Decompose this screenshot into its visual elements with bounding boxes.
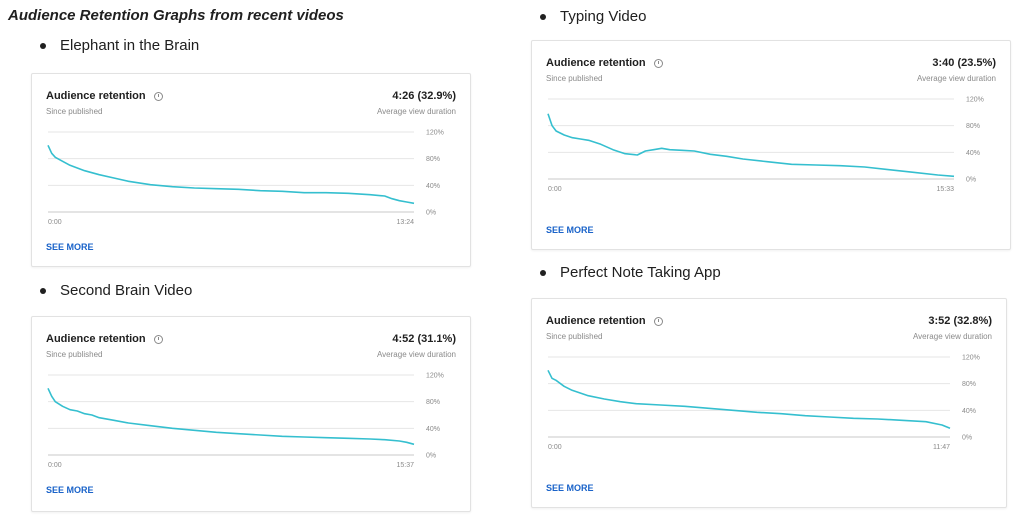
card-title-text: Audience retention — [46, 333, 146, 345]
x-tick-label-end: 13:24 — [396, 219, 414, 226]
y-tick-label: 40% — [962, 408, 976, 415]
page-heading: Audience Retention Graphs from recent vi… — [8, 7, 344, 24]
y-tick-label: 40% — [426, 183, 440, 190]
info-icon[interactable] — [153, 334, 163, 344]
card-title-text: Audience retention — [546, 315, 646, 327]
retention-chart: 120% 80% 40% 0% 0:00 15:37 — [47, 373, 444, 469]
video-heading-2: Typing Video — [540, 8, 646, 25]
x-tick-label-start: 0:00 — [48, 219, 62, 226]
bullet-dot-icon — [40, 42, 46, 49]
retention-card-2: Audience retention Since published 3:40 … — [531, 40, 1011, 250]
card-subtitle: Since published — [46, 350, 103, 359]
card-subtitle: Since published — [46, 107, 103, 116]
card-subtitle: Since published — [546, 332, 603, 341]
average-view-duration-value: 3:52 (32.8%) — [928, 315, 992, 327]
info-icon[interactable] — [653, 58, 663, 68]
card-title-text: Audience retention — [46, 90, 146, 102]
y-tick-label: 0% — [426, 453, 436, 460]
video-heading-3: Perfect Note Taking App — [540, 264, 721, 281]
retention-card-1: Audience retention Since published 4:52 … — [31, 316, 471, 512]
y-tick-label: 80% — [426, 156, 440, 163]
average-view-duration-label: Average view duration — [916, 74, 996, 83]
see-more-link[interactable]: SEE MORE — [46, 242, 94, 252]
x-tick-label-end: 11:47 — [933, 444, 950, 451]
x-tick-label-start: 0:00 — [548, 444, 562, 451]
video-title: Second Brain Video — [60, 282, 193, 299]
retention-chart: 120% 80% 40% 0% 0:00 13:24 — [47, 130, 444, 226]
average-view-duration-value: 3:40 (23.5%) — [932, 57, 996, 69]
see-more-link[interactable]: SEE MORE — [546, 225, 594, 235]
y-tick-label: 0% — [962, 435, 972, 442]
x-tick-label-start: 0:00 — [548, 186, 562, 193]
average-view-duration-label: Average view duration — [376, 350, 456, 359]
y-tick-label: 120% — [962, 355, 980, 362]
bullet-dot-icon — [540, 269, 546, 276]
retention-chart: 120% 80% 40% 0% 0:00 15:33 — [547, 97, 984, 193]
x-tick-label-end: 15:37 — [396, 462, 414, 469]
retention-card-0: Audience retention Since published 4:26 … — [31, 73, 471, 267]
video-heading-0: Elephant in the Brain — [40, 37, 199, 54]
average-view-duration-label: Average view duration — [912, 332, 992, 341]
retention-line — [47, 387, 415, 446]
bullet-dot-icon — [40, 287, 46, 294]
card-title-text: Audience retention — [546, 57, 646, 69]
card-title: Audience retention — [46, 333, 163, 345]
y-tick-label: 80% — [962, 381, 976, 388]
y-tick-label: 40% — [426, 426, 440, 433]
retention-line — [547, 369, 951, 430]
bullet-dot-icon — [540, 13, 546, 20]
average-view-duration-label: Average view duration — [376, 107, 456, 116]
card-title: Audience retention — [546, 315, 663, 327]
x-tick-label-start: 0:00 — [48, 462, 62, 469]
card-title: Audience retention — [46, 90, 163, 102]
card-title: Audience retention — [546, 57, 663, 69]
average-view-duration-value: 4:52 (31.1%) — [392, 333, 456, 345]
video-title: Perfect Note Taking App — [560, 264, 721, 281]
retention-card-3: Audience retention Since published 3:52 … — [531, 298, 1007, 508]
y-tick-label: 40% — [966, 150, 980, 157]
retention-line — [547, 113, 955, 178]
y-tick-label: 0% — [966, 177, 976, 184]
y-tick-label: 0% — [426, 210, 436, 217]
see-more-link[interactable]: SEE MORE — [546, 483, 594, 493]
video-title: Elephant in the Brain — [60, 37, 200, 54]
y-tick-label: 80% — [426, 399, 440, 406]
card-subtitle: Since published — [546, 74, 603, 83]
see-more-link[interactable]: SEE MORE — [46, 485, 94, 495]
x-tick-label-end: 15:33 — [936, 186, 954, 193]
info-icon[interactable] — [153, 91, 163, 101]
average-view-duration-value: 4:26 (32.9%) — [392, 90, 456, 102]
retention-line — [47, 144, 415, 205]
y-tick-label: 80% — [966, 123, 980, 130]
retention-chart: 120% 80% 40% 0% 0:00 11:47 — [547, 355, 980, 451]
y-tick-label: 120% — [426, 130, 444, 137]
info-icon[interactable] — [653, 316, 663, 326]
y-tick-label: 120% — [426, 373, 444, 380]
y-tick-label: 120% — [966, 97, 984, 104]
video-title: Typing Video — [560, 8, 647, 25]
video-heading-1: Second Brain Video — [40, 282, 192, 299]
